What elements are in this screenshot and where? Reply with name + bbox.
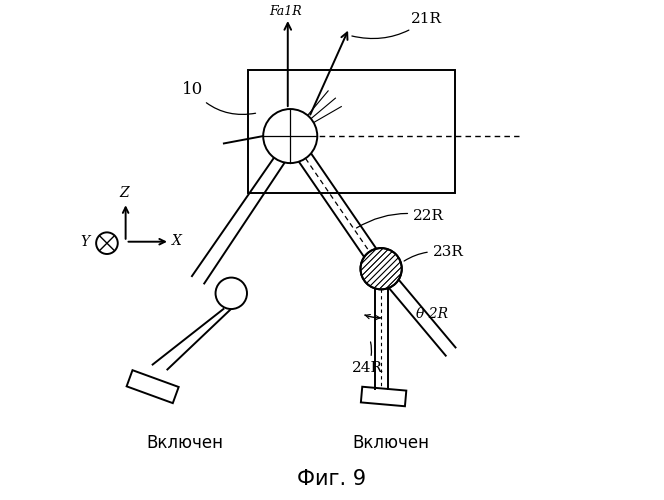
- Circle shape: [263, 109, 317, 163]
- Circle shape: [96, 232, 118, 254]
- Text: Включен: Включен: [353, 434, 430, 452]
- Text: 22R: 22R: [357, 208, 444, 228]
- Circle shape: [216, 278, 247, 309]
- Text: 21R: 21R: [352, 12, 442, 38]
- Text: Y: Y: [80, 234, 89, 248]
- Bar: [248, 70, 455, 192]
- Circle shape: [361, 248, 402, 290]
- Text: 24R: 24R: [352, 342, 382, 375]
- Text: Fa1R: Fa1R: [269, 4, 301, 18]
- Text: Включен: Включен: [146, 434, 223, 452]
- Text: Фиг. 9: Фиг. 9: [297, 469, 367, 489]
- Text: 23R: 23R: [404, 246, 463, 261]
- Text: θ 2R: θ 2R: [416, 307, 448, 321]
- Text: X: X: [172, 234, 182, 248]
- Text: Z: Z: [120, 186, 129, 200]
- Text: 10: 10: [182, 82, 256, 114]
